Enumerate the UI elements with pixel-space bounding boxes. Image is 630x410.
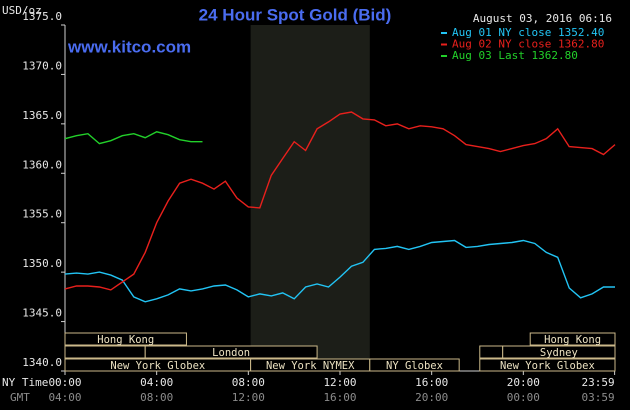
x-tick-label: 00:00 <box>48 376 81 389</box>
session-box <box>64 332 187 346</box>
session-label: London <box>212 347 250 359</box>
legend-label: Aug 02 NY close 1362.80 <box>452 38 604 51</box>
session-label: New York Globex <box>500 360 595 372</box>
timestamp: August 03, 2016 06:16 <box>473 12 612 25</box>
session-label: Sydney <box>540 347 578 359</box>
y-tick-label: 1355.0 <box>22 208 62 221</box>
session-box <box>529 332 616 346</box>
x-tick-label: 08:00 <box>232 376 265 389</box>
x-tick-label: 23:59 <box>581 376 614 389</box>
session-label: NY Globex <box>386 360 443 372</box>
x2-tick-label: 12:00 <box>232 391 265 404</box>
x-axis-label: NY Time <box>2 376 48 389</box>
x2-tick-label: 00:00 <box>507 391 540 404</box>
session-box <box>369 358 460 372</box>
legend-label: Aug 03 Last 1362.80 <box>452 49 578 62</box>
session-label: New York NYMEX <box>266 360 355 372</box>
x2-tick-label: 16:00 <box>323 391 356 404</box>
x2-axis-label: GMT <box>10 391 30 404</box>
x2-tick-label: 04:00 <box>48 391 81 404</box>
price-line <box>64 111 616 291</box>
y-tick-label: 1350.0 <box>22 257 62 270</box>
x-tick-label: 12:00 <box>323 376 356 389</box>
session-box <box>64 345 146 359</box>
y-tick-label: 1345.0 <box>22 307 62 320</box>
y-axis-label: USD/oz <box>2 4 42 17</box>
y-tick-label: 1360.0 <box>22 158 62 171</box>
session-label: Hong Kong <box>97 334 154 346</box>
session-box <box>502 345 616 359</box>
highlight-band <box>250 25 370 371</box>
x-tick-label: 04:00 <box>140 376 173 389</box>
x2-tick-label: 20:00 <box>415 391 448 404</box>
session-label: New York Globex <box>110 360 205 372</box>
x-tick-label: 16:00 <box>415 376 448 389</box>
x2-tick-label: 03:59 <box>581 391 614 404</box>
y-tick-label: 1340.0 <box>22 356 62 369</box>
y-tick-label: 1365.0 <box>22 109 62 122</box>
x-tick-label: 20:00 <box>507 376 540 389</box>
session-box <box>144 345 318 359</box>
x2-tick-label: 08:00 <box>140 391 173 404</box>
price-line <box>64 239 615 303</box>
watermark: www.kitco.com <box>67 37 191 56</box>
session-box <box>479 358 616 372</box>
session-box <box>479 345 504 359</box>
y-tick-label: 1375.0 <box>22 10 62 23</box>
chart-title: 24 Hour Spot Gold (Bid) <box>199 5 392 24</box>
session-label: Hong Kong <box>544 334 601 346</box>
legend-label: Aug 01 NY close 1352.40 <box>452 26 604 39</box>
price-line <box>64 131 203 145</box>
y-tick-label: 1370.0 <box>22 59 62 72</box>
